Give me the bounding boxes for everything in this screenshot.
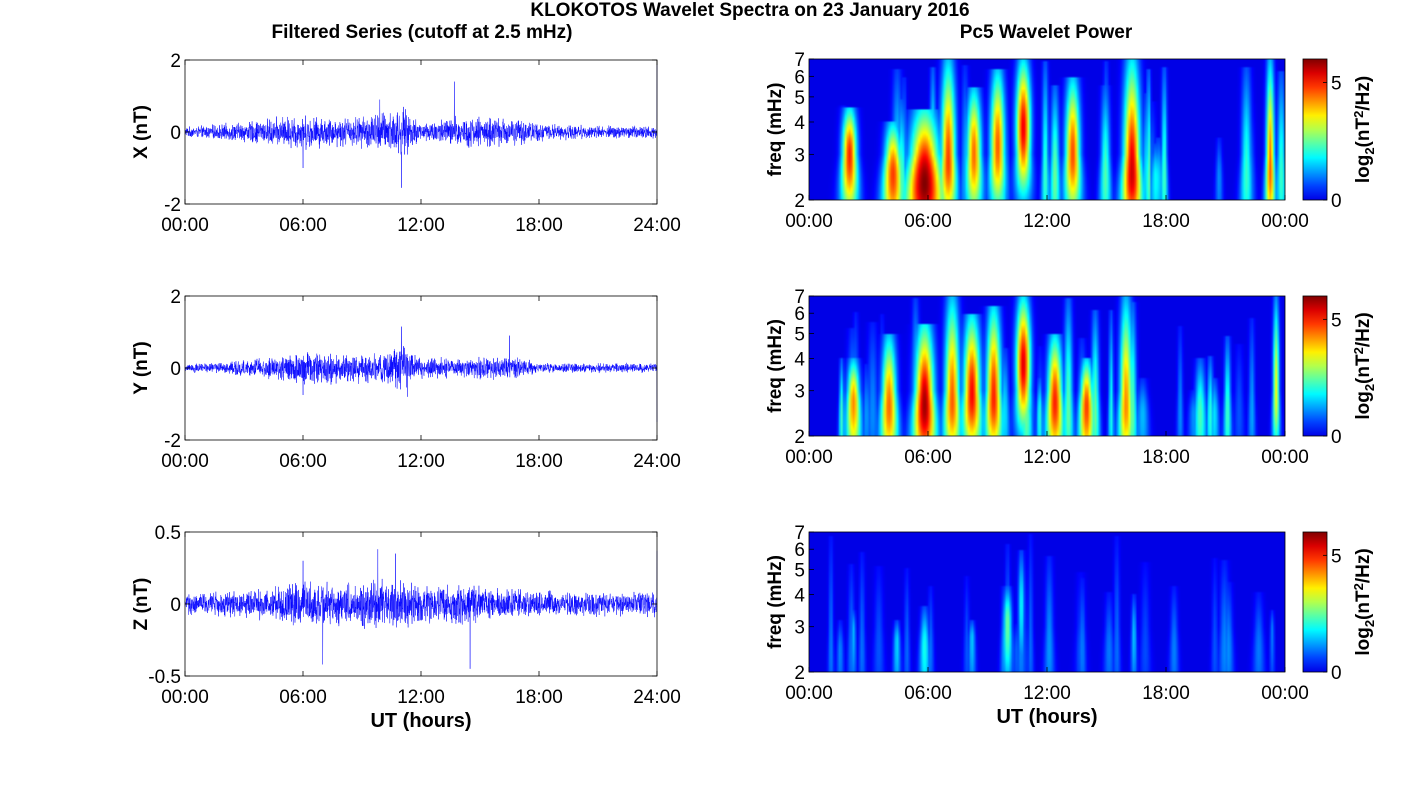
y-axis-label: Y (nT) [131,341,152,394]
y-tick-label: 0 [170,123,181,144]
x-axis-label: UT (hours) [370,710,471,732]
colorbar-tick-label: 5 [1331,74,1342,95]
x-tick-label-06: 06:00 [904,683,952,704]
series-line [184,549,658,669]
y-tick-label: 5 [794,88,805,109]
series-line [184,63,658,188]
y-tick-label: 5 [794,325,805,346]
colorbar-tick-label: 0 [1331,427,1342,448]
x-tick-label-24: 00:00 [1261,211,1309,232]
y-tick-label: 4 [794,586,805,607]
y-tick-label: 5 [794,561,805,582]
y-tick-label: 0 [170,359,181,380]
x-tick-label-18: 18:00 [1142,447,1190,468]
x-tick-label-00: 00:00 [785,211,833,232]
x-tick-label-06: 06:00 [904,447,952,468]
x-tick-label-18: 18:00 [515,215,563,236]
y-tick-label: 0 [170,595,181,616]
colorbar [1302,58,1328,201]
y-tick-label: 7 [794,50,805,71]
y-tick-label: 2 [170,287,181,308]
colorbar-tick-label: 0 [1331,663,1342,684]
x-tick-label-06: 06:00 [279,215,327,236]
y-tick-label: 2 [170,51,181,72]
colorbar-tick-label: 0 [1331,191,1342,212]
x-tick-label-06: 06:00 [279,451,327,472]
x-tick-label-18: 18:00 [1142,211,1190,232]
x-tick-label-12: 12:00 [397,687,445,708]
y-axis-label: freq (mHz) [765,83,786,177]
x-tick-label-18: 18:00 [515,451,563,472]
x-tick-label-18: 18:00 [515,687,563,708]
series-line [184,326,658,423]
x-tick-label-12: 12:00 [1023,447,1071,468]
x-tick-label-12: 12:00 [1023,211,1071,232]
x-tick-label-24: 24:00 [633,687,681,708]
right-column-title: Pc5 Wavelet Power [959,22,1133,43]
y-tick-label: 6 [794,304,805,325]
y-tick-label: 7 [794,287,805,308]
y-tick-label: 6 [794,540,805,561]
x-tick-label-24: 24:00 [633,215,681,236]
x-tick-label-00: 00:00 [161,451,209,472]
figure-title: KLOKOTOS Wavelet Spectra on 23 January 2… [530,0,970,21]
y-tick-label: 3 [794,618,805,639]
x-tick-label-12: 12:00 [397,215,445,236]
wavelet-power-map [809,296,1285,436]
x-tick-label-24: 24:00 [633,451,681,472]
x-tick-label-06: 06:00 [904,211,952,232]
x-tick-label-06: 06:00 [279,687,327,708]
y-tick-label: 7 [794,523,805,544]
y-tick-label: 3 [794,382,805,403]
colorbar [1302,531,1328,673]
series-panel-0: 00:00 06:00 12:00 18:00 24:00 -2 0 2 X (nT) [131,51,681,236]
colorbar-tick-label: 5 [1331,310,1342,331]
y-tick-label: 4 [794,113,805,134]
y-tick-label: 2 [794,663,805,684]
y-tick-label: 4 [794,350,805,371]
x-tick-label-12: 12:00 [397,451,445,472]
y-tick-label: 3 [794,145,805,166]
x-tick-label-24: 00:00 [1261,447,1309,468]
colorbar-label: log2(nT2/Hz) [1351,548,1377,655]
left-column-title: Filtered Series (cutoff at 2.5 mHz) [271,22,573,43]
y-tick-label: 6 [794,67,805,88]
y-tick-label: -2 [164,431,181,452]
y-tick-label: -0.5 [148,667,181,688]
x-tick-label-00: 00:00 [161,687,209,708]
x-tick-label-24: 00:00 [1261,683,1309,704]
y-tick-label: 0.5 [155,523,181,544]
colorbar-tick-label: 5 [1331,546,1342,567]
y-tick-label: 2 [794,191,805,212]
y-axis-label: Z (nT) [131,578,152,631]
y-tick-label: 2 [794,427,805,448]
x-tick-label-00: 00:00 [785,683,833,704]
y-tick-label: -2 [164,195,181,216]
x-tick-label-12: 12:00 [1023,683,1071,704]
series-panel-1: 00:00 06:00 12:00 18:00 24:00 -2 0 2 Y (nT) [131,287,681,472]
wavelet-power-map [809,532,1285,672]
x-tick-label-00: 00:00 [785,447,833,468]
x-tick-label-00: 00:00 [161,215,209,236]
y-axis-label: freq (mHz) [765,555,786,649]
x-tick-label-18: 18:00 [1142,683,1190,704]
y-axis-label: X (nT) [131,105,152,159]
series-panel-2: 00:00 06:00 12:00 18:00 24:00 -0.5 0 0.5 Z (nT) U… [131,523,681,732]
colorbar-label: log2(nT2/Hz) [1351,312,1377,419]
wavelet-power-map [809,59,1285,200]
colorbar-label: log2(nT2/Hz) [1351,76,1377,183]
x-axis-label: UT (hours) [996,706,1097,728]
colorbar [1302,295,1328,437]
y-axis-label: freq (mHz) [765,319,786,413]
